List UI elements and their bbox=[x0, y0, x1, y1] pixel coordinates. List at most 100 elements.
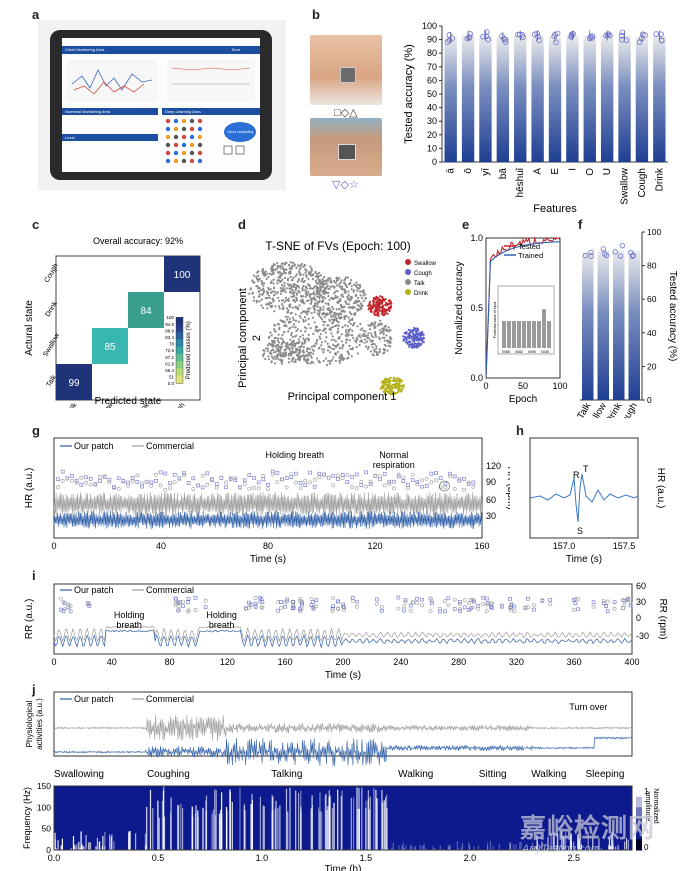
hr-point-commercial bbox=[448, 474, 452, 479]
tsne-point bbox=[415, 332, 418, 336]
tsne-point bbox=[351, 348, 354, 351]
rr-point-patch bbox=[342, 605, 346, 610]
tsne-point bbox=[389, 336, 392, 339]
tsne-point bbox=[337, 343, 340, 346]
hr-point-patch bbox=[210, 478, 214, 483]
spectrogram-stripe bbox=[295, 790, 297, 850]
tsne-point bbox=[277, 279, 281, 282]
hr-point-commercial bbox=[84, 480, 88, 485]
tsne-point bbox=[307, 359, 310, 362]
spectrogram-stripe bbox=[300, 805, 302, 850]
rr-point-commercial bbox=[526, 605, 530, 609]
hr-point-commercial bbox=[303, 478, 308, 483]
spectrogram-stripe bbox=[419, 845, 421, 850]
tsne-point bbox=[348, 353, 351, 356]
tsne-point bbox=[363, 338, 367, 341]
tsne-point bbox=[265, 277, 268, 280]
colorbar-label: Normalized bbox=[652, 788, 659, 824]
tsne-point bbox=[379, 299, 382, 302]
hr-point-patch bbox=[438, 476, 443, 481]
tsne-point bbox=[300, 312, 303, 315]
tablet-photo: Client Monitoring Area Time Numerial Mon… bbox=[38, 20, 286, 190]
rr-point-patch bbox=[291, 600, 295, 604]
tsne-point bbox=[318, 335, 321, 338]
x-tick-label: Cough bbox=[168, 402, 187, 408]
tsne-point bbox=[381, 380, 385, 383]
tsne-point bbox=[337, 277, 341, 280]
hr-point-patch bbox=[214, 482, 219, 486]
tsne-point bbox=[287, 299, 290, 302]
tsne-point bbox=[388, 387, 391, 390]
hr-point-commercial bbox=[252, 486, 256, 490]
tsne-point bbox=[350, 313, 353, 316]
hr-point-patch bbox=[233, 478, 238, 483]
tsne-point bbox=[334, 294, 337, 297]
tsne-point bbox=[307, 333, 310, 336]
tsne-point bbox=[290, 353, 293, 356]
rr-point-patch bbox=[576, 607, 580, 612]
tsne-point bbox=[346, 276, 349, 279]
tsne-point bbox=[280, 337, 283, 340]
hr-point-patch bbox=[462, 477, 466, 481]
watermark-text: 嘉峪检测网 bbox=[520, 808, 655, 845]
tsne-point bbox=[310, 345, 313, 348]
tsne-point bbox=[294, 347, 297, 350]
hr-point-patch bbox=[317, 471, 322, 476]
hr-point-commercial bbox=[107, 480, 112, 485]
tsne-point bbox=[337, 299, 340, 302]
tsne-point bbox=[293, 294, 296, 297]
spectrogram-stripe bbox=[627, 840, 629, 850]
tsne-point bbox=[349, 298, 352, 301]
tsne-point bbox=[363, 341, 366, 344]
tablet-level-bar: Level bbox=[62, 134, 158, 141]
bar bbox=[618, 35, 631, 162]
tsne-point bbox=[421, 331, 424, 334]
spectrogram-stripe bbox=[259, 796, 261, 850]
tsne-point bbox=[410, 330, 413, 334]
tsne-point bbox=[348, 320, 351, 323]
spectrogram-stripe bbox=[365, 808, 367, 850]
tsne-point bbox=[380, 322, 383, 325]
x-tick-label: ā bbox=[446, 168, 457, 174]
tsne-point bbox=[257, 270, 260, 273]
legend-label: Trained bbox=[518, 251, 543, 260]
legend-swatch bbox=[405, 269, 411, 275]
x-tick-label: I bbox=[567, 168, 578, 171]
tsne-point bbox=[359, 294, 362, 297]
tsne-point bbox=[388, 378, 391, 381]
hr-point-commercial bbox=[382, 483, 387, 488]
tsne-point bbox=[312, 291, 315, 294]
tsne-point bbox=[295, 342, 298, 345]
spectrogram-stripe bbox=[405, 845, 407, 850]
tsne-point bbox=[273, 290, 276, 293]
tsne-point bbox=[394, 386, 397, 389]
tsne-point bbox=[327, 303, 330, 306]
tsne-point bbox=[295, 296, 298, 299]
tsne-point bbox=[304, 311, 307, 314]
tsne-point bbox=[299, 316, 302, 319]
spectrogram-stripe bbox=[128, 832, 130, 850]
tsne-point bbox=[272, 344, 275, 347]
rr-point-patch bbox=[468, 606, 473, 611]
spectrogram-stripe bbox=[612, 840, 614, 850]
tsne-point bbox=[279, 292, 282, 295]
tsne-point bbox=[281, 284, 284, 287]
rr-point-commercial bbox=[532, 603, 536, 608]
tsne-point bbox=[337, 327, 340, 330]
spectrogram-stripe bbox=[135, 833, 137, 850]
spectrogram-stripe bbox=[615, 846, 617, 850]
panel-label-b: b bbox=[312, 7, 320, 22]
spectrogram-stripe bbox=[403, 848, 405, 850]
tsne-point bbox=[319, 279, 322, 282]
bar bbox=[582, 252, 594, 400]
tsne-point bbox=[370, 310, 373, 313]
x-tick-label: yī bbox=[480, 168, 491, 176]
tsne-point bbox=[358, 286, 362, 289]
spectrogram-stripe bbox=[88, 842, 90, 850]
rr-point-commercial bbox=[466, 601, 471, 606]
tsne-point bbox=[367, 324, 370, 327]
bar bbox=[628, 250, 640, 400]
hr-point-commercial bbox=[149, 484, 154, 488]
rr-point-patch bbox=[458, 609, 462, 613]
hr-point-patch bbox=[429, 471, 434, 476]
